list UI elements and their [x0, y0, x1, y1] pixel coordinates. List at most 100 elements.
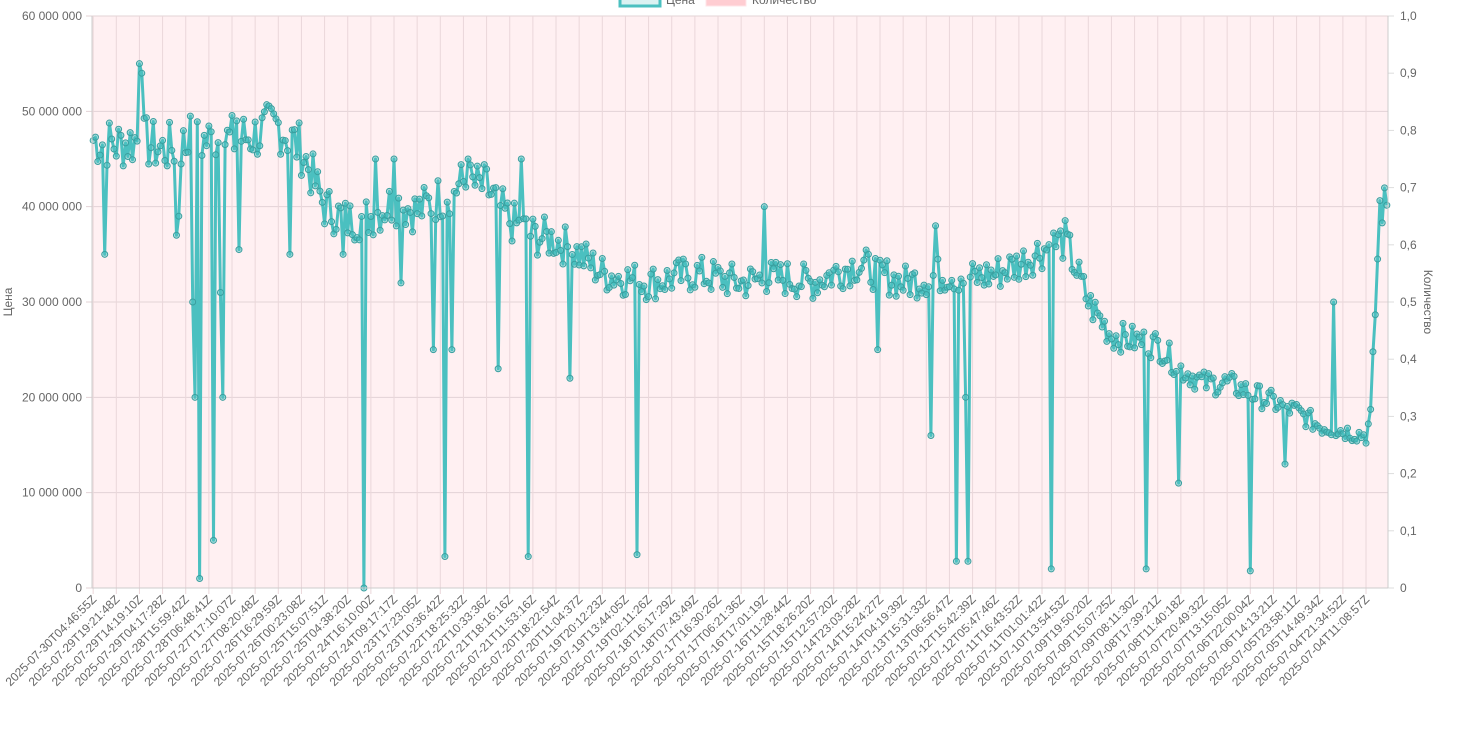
price-point — [473, 162, 481, 170]
price-point — [441, 553, 449, 561]
price-point — [108, 135, 116, 143]
price-point — [487, 190, 495, 198]
price-point — [538, 235, 546, 243]
price-point — [135, 60, 143, 68]
price-point — [897, 283, 905, 291]
price-point — [110, 145, 118, 153]
price-point — [763, 287, 771, 295]
price-point — [207, 128, 215, 136]
price-point — [311, 182, 319, 190]
price-point — [1263, 399, 1270, 407]
price-point — [1383, 201, 1391, 209]
price-series — [89, 60, 1391, 592]
price-point — [260, 108, 268, 116]
price-point — [714, 263, 722, 271]
price-point — [427, 210, 435, 218]
price-point — [966, 273, 974, 281]
price-point — [864, 250, 872, 258]
price-point — [126, 129, 134, 137]
price-point — [1309, 425, 1317, 433]
price-point — [277, 150, 285, 158]
price-point — [339, 250, 347, 258]
price-point — [698, 253, 706, 261]
price-point — [446, 210, 454, 218]
price-point — [1107, 335, 1115, 343]
price-point — [1147, 354, 1155, 362]
price-point — [721, 272, 729, 280]
price-point — [362, 198, 370, 206]
legend-label: Цена — [666, 0, 695, 7]
price-point — [203, 142, 211, 150]
price-point — [186, 112, 194, 120]
price-point — [274, 119, 282, 127]
price-point — [1112, 332, 1120, 340]
price-point — [1066, 231, 1074, 239]
price-point — [337, 204, 345, 212]
price-point — [124, 152, 132, 160]
price-point — [1353, 437, 1361, 445]
price-point — [404, 205, 412, 213]
price-point — [293, 153, 301, 161]
price-point — [288, 126, 296, 134]
price-point — [318, 198, 326, 206]
price-point — [1036, 254, 1044, 262]
price-point — [726, 269, 734, 277]
price-point — [332, 225, 340, 233]
price-point — [1077, 272, 1085, 280]
price-point — [258, 114, 266, 122]
price-point — [492, 184, 500, 192]
price-point — [631, 261, 639, 269]
price-point — [652, 295, 660, 303]
price-point — [1165, 339, 1173, 347]
price-point — [932, 222, 940, 230]
price-point — [1175, 479, 1183, 487]
price-point — [154, 148, 162, 156]
price-point — [112, 152, 120, 160]
price-point — [524, 553, 532, 561]
price-point — [844, 265, 852, 273]
price-point — [1008, 255, 1016, 263]
price-point — [1047, 565, 1055, 573]
price-point — [272, 115, 280, 123]
price-point — [649, 265, 657, 273]
price-point — [820, 283, 828, 291]
price-point — [189, 298, 197, 306]
price-point — [314, 168, 322, 176]
y-right-tick-label: 0,8 — [1400, 123, 1417, 137]
price-point — [172, 231, 180, 239]
price-point — [175, 212, 183, 220]
price-point — [557, 247, 565, 255]
price-point — [841, 265, 849, 273]
price-point — [677, 277, 685, 285]
price-point — [163, 162, 171, 170]
price-point — [1378, 219, 1386, 227]
price-point — [1057, 227, 1065, 235]
price-point — [212, 151, 220, 159]
price-point — [848, 257, 856, 265]
price-point — [295, 119, 303, 127]
price-point — [834, 268, 842, 276]
y-right-tick-label: 0,5 — [1400, 295, 1417, 309]
legend-item-price[interactable]: Цена — [618, 0, 695, 8]
price-point — [881, 269, 889, 277]
price-point — [540, 213, 548, 221]
price-point — [1101, 317, 1108, 325]
price-point — [374, 208, 382, 216]
price-point — [191, 393, 199, 401]
price-point — [901, 262, 909, 270]
price-point — [939, 276, 946, 284]
price-point — [922, 291, 930, 299]
price-point — [1121, 331, 1129, 339]
price-point — [1269, 392, 1277, 400]
price-point — [814, 289, 822, 297]
price-point — [316, 187, 324, 195]
legend-item-quantity[interactable]: Количество — [705, 0, 817, 7]
price-point — [459, 177, 467, 185]
price-point — [584, 254, 592, 262]
price-point — [1001, 269, 1009, 277]
price-point — [723, 290, 731, 298]
price-point — [147, 144, 155, 152]
price-point — [214, 139, 222, 147]
price-point — [670, 269, 678, 277]
price-point — [1330, 298, 1338, 306]
